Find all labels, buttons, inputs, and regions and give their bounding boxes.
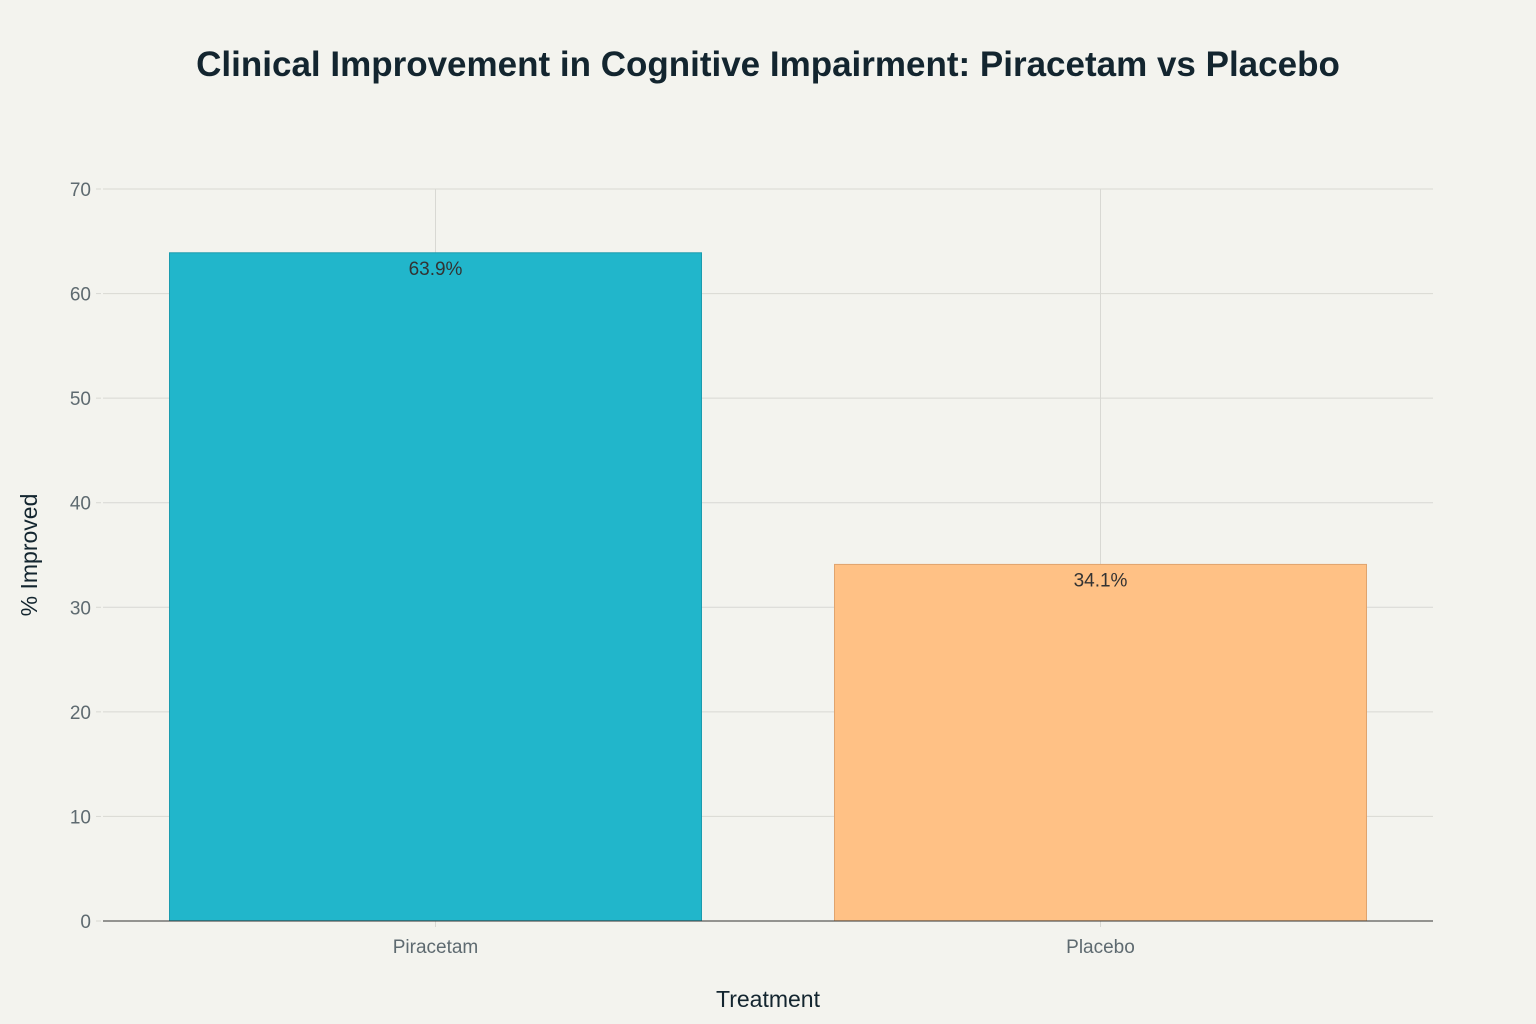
y-tick-label: 60 xyxy=(70,285,91,306)
chart-title: Clinical Improvement in Cognitive Impair… xyxy=(196,45,1340,84)
y-tick-label: 20 xyxy=(70,703,91,724)
x-axis-ticks: Piracetam Placebo xyxy=(393,921,1135,958)
y-tick-label: 40 xyxy=(70,494,91,515)
bars: 63.9% 34.1% xyxy=(169,252,1367,922)
bar-placebo xyxy=(834,563,1367,922)
x-tick-label: Piracetam xyxy=(393,937,479,958)
y-axis-title: % Improved xyxy=(16,494,42,617)
data-label: 34.1% xyxy=(1074,570,1128,591)
data-label: 63.9% xyxy=(409,259,463,280)
y-tick-label: 50 xyxy=(70,389,91,410)
y-tick-label: 70 xyxy=(70,180,91,201)
x-tick-label: Placebo xyxy=(1066,937,1135,958)
y-tick-label: 10 xyxy=(70,807,91,828)
bar-piracetam xyxy=(169,252,702,922)
x-axis-title: Treatment xyxy=(716,986,821,1012)
y-tick-label: 0 xyxy=(80,912,91,933)
y-tick-label: 30 xyxy=(70,598,91,619)
y-axis-ticks: 0 10 20 30 40 50 60 70 xyxy=(70,180,101,933)
